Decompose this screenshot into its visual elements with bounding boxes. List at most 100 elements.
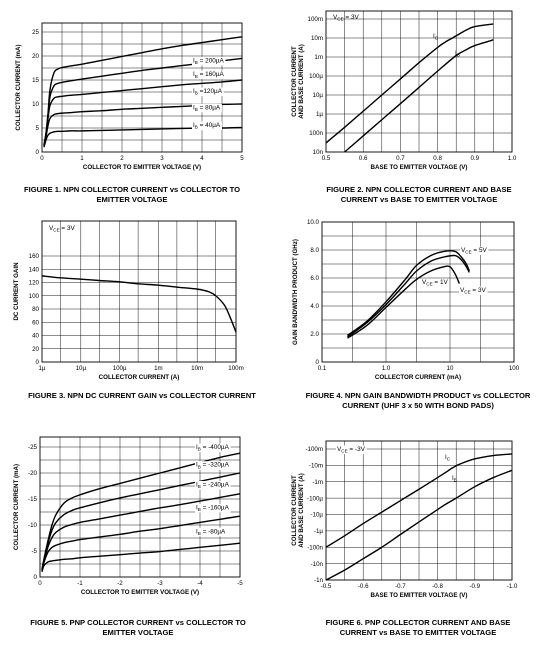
- fig2-ib-label: IB: [455, 50, 460, 58]
- fig3-y-tick-label: 60: [32, 319, 39, 326]
- fig1-series-line: [43, 103, 243, 147]
- fig4-y-axis-label: GAIN BANDWIDTH PRODUCT (GHz): [292, 239, 299, 345]
- fig4-x-tick-label: 0.1: [318, 365, 327, 372]
- fig1-label-bg: [192, 87, 224, 97]
- fig6-y-tick-label: -10n: [311, 561, 324, 568]
- fig4-label-bg: [459, 286, 488, 296]
- fig5-x-tick-label: -4: [197, 580, 203, 587]
- fig1-y-tick-label: 5: [36, 125, 40, 132]
- fig1-curve-label: IB = 80µA: [193, 104, 221, 112]
- fig2-caption: CURRENT vs BASE TO EMITTER VOLTAGE: [341, 195, 498, 204]
- fig5-chart: 0 -1 -2 -3 -4 -5 0 -5 -10 -15 -20 -25 COLLECTOR TO E…: [13, 436, 243, 596]
- fig5-x-tick-label: -2: [117, 580, 123, 587]
- fig5-y-tick-label: -10: [28, 522, 38, 529]
- fig2-vce-annotation: VCE = 3V: [333, 14, 359, 22]
- fig3-y-tick-label: 20: [32, 346, 39, 353]
- fig5-label-bg: [195, 480, 231, 490]
- fig5-curve-label: IB = -80µA: [196, 528, 226, 536]
- fig6-y-tick-label: -1µ: [314, 528, 324, 535]
- fig6-plot-frame: [325, 440, 513, 581]
- fig2-y-tick-label: 1m: [314, 54, 323, 61]
- fig1-label-bg: [192, 70, 226, 80]
- fig6-x-axis-label: BASE TO EMITTER VOLTAGE (V): [371, 592, 468, 599]
- fig1-chart: 0 1 2 3 4 5 0 5 10 15 20 25 COLLECTOR TO EMITTER VOL…: [15, 22, 244, 171]
- fig4-series-line: [347, 265, 460, 339]
- fig4-caption: CURRENT (UHF 3 x 50 WITH BOND PADS): [342, 401, 494, 410]
- fig5-x-tick-label: 0: [38, 580, 42, 587]
- fig5-x-axis-label: COLLECTOR TO EMITTER VOLTAGE (V): [81, 589, 199, 596]
- fig1-series-line: [43, 36, 243, 145]
- fig3-y-axis-label: DC CURRENT GAIN: [13, 262, 20, 321]
- fig5-series-line: [41, 472, 241, 570]
- fig3-y-tick-label: 140: [29, 266, 40, 273]
- fig5-y-tick-label: 0: [34, 574, 38, 581]
- fig6-caption: FIGURE 6. PNP COLLECTOR CURRENT AND BASE: [326, 618, 511, 627]
- fig6-y-tick-label: -100n: [307, 544, 323, 551]
- fig1-plot-frame: [41, 22, 243, 153]
- fig3-vce-annotation: VCE = 3V: [49, 225, 75, 233]
- fig1-y-tick-label: 20: [32, 53, 39, 60]
- fig2-x-tick-label: 0.6: [359, 155, 368, 162]
- fig1-caption: EMITTER VOLTAGE: [96, 195, 167, 204]
- fig4-label-bg: [421, 278, 450, 288]
- fig1-label-bg: [192, 103, 222, 113]
- fig2-x-tick-label: 0.5: [322, 155, 331, 162]
- fig6-series-line: [325, 469, 513, 581]
- fig2-ic-label: IC: [433, 33, 439, 41]
- fig5-series-line: [41, 542, 241, 573]
- fig6-y-axis-label: COLLECTOR CURRENT: [291, 475, 298, 546]
- fig5-plot-frame: [39, 436, 241, 578]
- fig5-y-tick-label: -25: [28, 444, 38, 451]
- fig6-x-tick-label: -0.6: [358, 583, 369, 590]
- fig2-caption: FIGURE 2. NPN COLLECTOR CURRENT AND BASE: [326, 185, 511, 194]
- fig2-chart: 0.5 0.6 0.7 0.8 0.9 1.0 100m 10m 1m 100µ 10µ 1µ 100n…: [291, 10, 517, 171]
- fig1-curve-label: IB = 40µA: [193, 122, 221, 130]
- fig6-y-tick-label: -100µ: [307, 495, 323, 502]
- fig5-label-bg: [195, 443, 231, 453]
- fig6-y-tick-label: -10µ: [310, 512, 323, 519]
- fig6-vce-annotation: VCE = -3V: [337, 446, 366, 454]
- fig2-x-tick-label: 0.7: [396, 155, 405, 162]
- fig1-y-tick-label: 15: [32, 77, 39, 84]
- fig5-series-line: [41, 452, 241, 570]
- fig6-ic-label: IC: [445, 454, 451, 462]
- fig4-x-tick-label: 10: [447, 365, 454, 372]
- fig5-x-tick-label: -5: [237, 580, 243, 587]
- fig5-x-tick-label: -1: [77, 580, 83, 587]
- fig6-y-tick-label: -1m: [312, 479, 323, 486]
- fig4-curve-label: VCE = 3V: [460, 287, 486, 295]
- fig5-y-tick-label: -15: [28, 496, 38, 503]
- fig2-y-axis-label: COLLECTOR CURRENT: [291, 46, 298, 117]
- fig2-series-line: [344, 39, 494, 153]
- fig3-y-tick-label: 100: [29, 293, 40, 300]
- fig5-y-axis-label: COLLECTOR CURRENT (mA): [13, 464, 20, 550]
- fig5-curve-label: IB = -400µA: [196, 444, 230, 452]
- fig3-x-axis-label: COLLECTOR CURRENT (A): [99, 374, 180, 381]
- fig6-ib-label: IB: [452, 475, 457, 483]
- fig2-y-tick-label: 100m: [308, 16, 323, 23]
- fig3-x-tick-label: 1µ: [38, 365, 45, 372]
- fig5-series-line: [41, 493, 241, 571]
- fig5-caption: FIGURE 5. PNP COLLECTOR CURRENT vs COLLE…: [30, 618, 246, 627]
- fig1-y-tick-label: 10: [32, 101, 39, 108]
- fig2-y-tick-label: 10m: [311, 35, 323, 42]
- fig4-x-tick-label: 100: [509, 365, 520, 372]
- fig1-x-tick-label: 0: [40, 155, 44, 162]
- fig5-caption: EMITTER VOLTAGE: [102, 628, 173, 637]
- fig3-x-tick-label: 1m: [154, 365, 163, 372]
- fig4-x-axis-label: COLLECTOR CURRENT (mA): [375, 374, 461, 381]
- fig1-y-tick-label: 0: [36, 149, 40, 156]
- fig3-y-tick-label: 80: [32, 306, 39, 313]
- fig4-plot-frame: [321, 221, 515, 363]
- fig6-x-tick-label: -1.0: [507, 583, 518, 590]
- fig3-x-tick-label: 10m: [191, 365, 203, 372]
- fig1-x-axis-label: COLLECTOR TO EMITTER VOLTAGE (V): [83, 164, 201, 171]
- fig4-curve-label: VCE = 5V: [461, 247, 487, 255]
- fig1-curve-label: IB = 160µA: [193, 71, 224, 79]
- fig6-y-tick-label: -1n: [314, 577, 324, 584]
- fig4-chart: 0.1 1.0 10 100 0 2.0 4.0 6.0 8.0 10.0 COLLECTOR CU…: [292, 219, 520, 381]
- fig5-y-tick-label: -20: [28, 470, 38, 477]
- fig2-x-tick-label: 1.0: [508, 155, 517, 162]
- fig2-plot-frame: [325, 10, 513, 153]
